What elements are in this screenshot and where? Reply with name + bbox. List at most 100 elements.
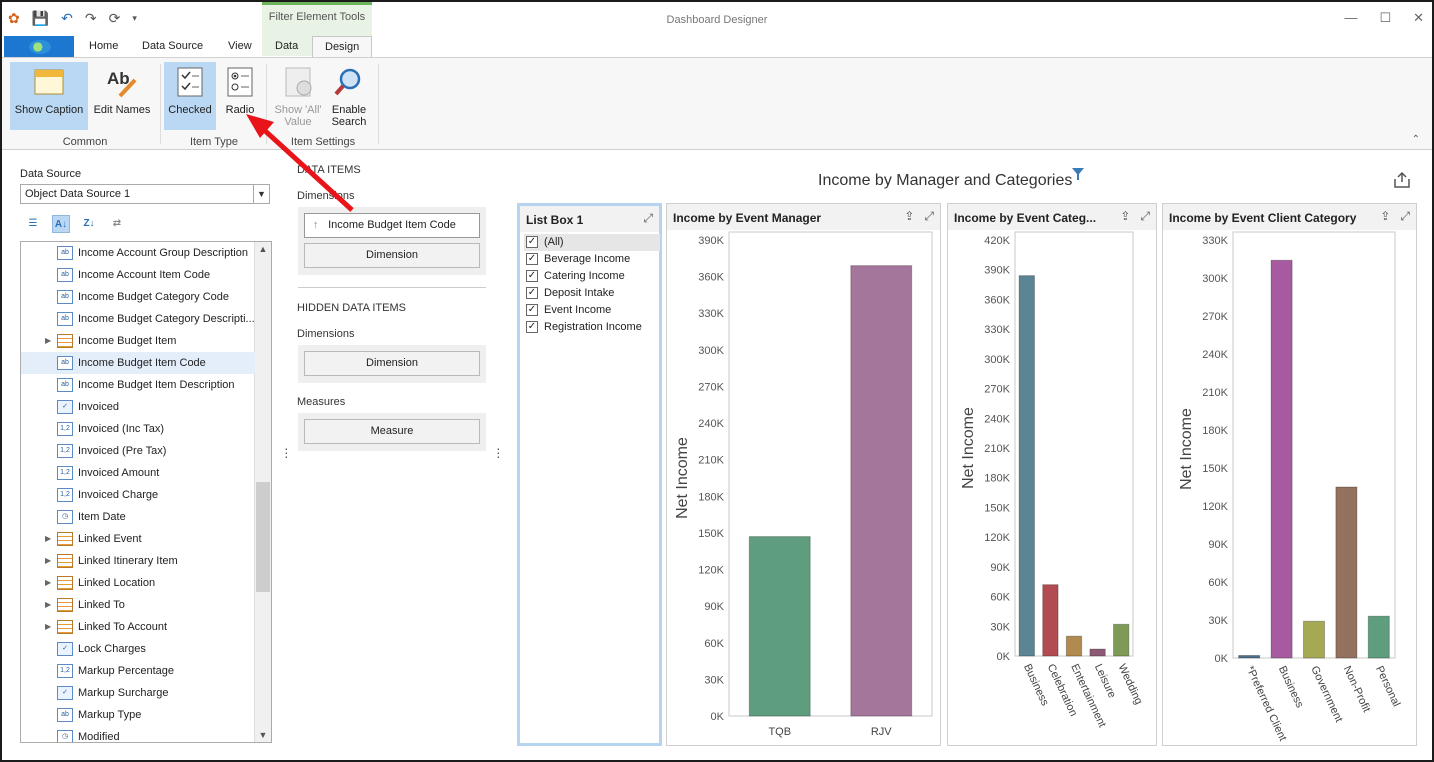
dimension-placeholder[interactable]: Dimension bbox=[304, 243, 480, 268]
scroll-down-icon[interactable]: ▼ bbox=[258, 730, 268, 740]
maximize-item-icon[interactable]: ⤢ bbox=[1400, 209, 1410, 223]
undo-icon[interactable]: ↶ bbox=[61, 10, 73, 26]
enable-search-button[interactable]: Enable Search bbox=[326, 62, 372, 130]
refresh-fields-icon[interactable]: ⇄ bbox=[112, 218, 122, 229]
scrollbar-thumb[interactable] bbox=[256, 482, 270, 592]
checkbox[interactable]: ✓ bbox=[526, 253, 538, 265]
checkbox[interactable]: ✓ bbox=[526, 270, 538, 282]
chevron-down-icon[interactable]: ▼ bbox=[253, 185, 269, 203]
field-list-item[interactable]: ab Markup Type bbox=[21, 704, 255, 726]
group-by-type-icon[interactable]: ☰ bbox=[28, 218, 38, 229]
field-list-item[interactable]: ab Income Budget Category Code bbox=[21, 286, 255, 308]
minimize-icon[interactable]: — bbox=[1344, 10, 1358, 25]
tab-view[interactable]: View bbox=[228, 40, 252, 52]
tab-design[interactable]: Design bbox=[312, 36, 373, 59]
field-list-item[interactable]: ✓ Lock Charges bbox=[21, 638, 255, 660]
field-list-item[interactable]: ab Income Budget Item Code bbox=[21, 352, 255, 374]
check-field-icon: ✓ bbox=[57, 400, 73, 414]
export-icon[interactable] bbox=[1394, 172, 1410, 188]
tab-data-source[interactable]: Data Source bbox=[142, 40, 204, 52]
show-all-value-button[interactable]: Show 'All' Value bbox=[274, 62, 322, 130]
field-list-item[interactable]: ▶ Linked Event bbox=[21, 528, 255, 550]
panel-splitter[interactable]: · · · bbox=[284, 440, 289, 464]
bar-chart: 0K 30K 60K 90K 120K 150K 180K 210K 240K 270K 300K 3… bbox=[1178, 231, 1402, 743]
hidden-dimension-placeholder[interactable]: Dimension bbox=[304, 351, 480, 376]
export-item-icon[interactable]: ⇪ bbox=[1120, 209, 1131, 223]
field-list-item[interactable]: 1,2 Invoiced Amount bbox=[21, 462, 255, 484]
checkbox[interactable]: ✓ bbox=[526, 321, 538, 333]
export-item-icon[interactable]: ⇪ bbox=[1380, 209, 1391, 223]
field-list-item[interactable]: ab Income Budget Category Descripti... bbox=[21, 308, 255, 330]
checkbox[interactable]: ✓ bbox=[526, 304, 538, 316]
panel-splitter[interactable]: · · · bbox=[496, 440, 501, 464]
field-list-item[interactable]: ✓ Invoiced bbox=[21, 396, 255, 418]
field-list-item[interactable]: 1,2 Invoiced (Inc Tax) bbox=[21, 418, 255, 440]
expand-icon[interactable]: ▶ bbox=[45, 578, 52, 587]
field-list-item[interactable]: ▶ Linked To Account bbox=[21, 616, 255, 638]
field-list-scrollbar[interactable]: ▲ ▼ bbox=[254, 242, 271, 742]
field-list-item[interactable]: ✓ Markup Surcharge bbox=[21, 682, 255, 704]
filter-icon[interactable] bbox=[1072, 168, 1084, 180]
maximize-item-icon[interactable]: ⤢ bbox=[643, 211, 653, 225]
field-list-item[interactable]: ▶ Income Budget Item bbox=[21, 330, 255, 352]
save-icon[interactable]: 💾 bbox=[31, 10, 50, 26]
field-list-item[interactable]: 1,2 Invoiced (Pre Tax) bbox=[21, 440, 255, 462]
list-box-option[interactable]: ✓ (All) bbox=[524, 234, 660, 251]
show-caption-button[interactable]: Show Caption bbox=[10, 62, 88, 130]
list-box-option[interactable]: ✓ Beverage Income bbox=[524, 251, 660, 268]
field-list-item[interactable]: ab Income Account Item Code bbox=[21, 264, 255, 286]
expand-icon[interactable]: ▶ bbox=[45, 336, 52, 345]
y-tick-label: 270K bbox=[698, 381, 724, 393]
field-list-item[interactable]: 1,2 Markup Percentage bbox=[21, 660, 255, 682]
expand-icon[interactable]: ▶ bbox=[45, 534, 52, 543]
y-tick-label: 270K bbox=[1202, 311, 1228, 323]
list-box-option[interactable]: ✓ Registration Income bbox=[524, 319, 660, 336]
expand-icon[interactable]: ▶ bbox=[45, 556, 52, 565]
maximize-item-icon[interactable]: ⤢ bbox=[924, 209, 934, 223]
file-tab[interactable] bbox=[4, 36, 74, 58]
close-icon[interactable]: ✕ bbox=[1413, 10, 1424, 25]
field-list-item[interactable]: ▶ Linked Itinerary Item bbox=[21, 550, 255, 572]
checked-button[interactable]: Checked bbox=[164, 62, 216, 130]
field-list-item[interactable]: ab Income Budget Item Description bbox=[21, 374, 255, 396]
list-box-option[interactable]: ✓ Event Income bbox=[524, 302, 660, 319]
field-list-item[interactable]: ◷ Item Date bbox=[21, 506, 255, 528]
expand-icon[interactable]: ▶ bbox=[45, 600, 52, 609]
sort-ascending-icon[interactable]: A↓ bbox=[52, 215, 70, 233]
date-field-icon: ◷ bbox=[57, 510, 73, 524]
expand-icon[interactable]: ▶ bbox=[45, 622, 52, 631]
data-source-select[interactable]: Object Data Source 1 ▼ bbox=[20, 184, 270, 204]
radio-button[interactable]: Radio bbox=[218, 62, 262, 130]
checkbox[interactable]: ✓ bbox=[526, 287, 538, 299]
checkbox[interactable]: ✓ bbox=[526, 236, 538, 248]
dimension-item[interactable]: ↑ Income Budget Item Code bbox=[304, 213, 480, 238]
tab-data[interactable]: Data bbox=[275, 40, 299, 52]
y-tick-label: 330K bbox=[984, 324, 1010, 336]
list-box-option[interactable]: ✓ Catering Income bbox=[524, 268, 660, 285]
field-list-item[interactable]: ▶ Linked To bbox=[21, 594, 255, 616]
tab-home[interactable]: Home bbox=[89, 40, 119, 52]
y-tick-label: 300K bbox=[984, 354, 1010, 366]
list-box-item[interactable]: List Box 1 ⤢ ✓ (All) ✓ Beverage Income ✓ Cate… bbox=[517, 203, 662, 746]
sort-arrow-icon[interactable]: ↑ bbox=[313, 219, 319, 231]
export-item-icon[interactable]: ⇪ bbox=[904, 209, 915, 223]
measure-placeholder[interactable]: Measure bbox=[304, 419, 480, 444]
list-box-option[interactable]: ✓ Deposit Intake bbox=[524, 285, 660, 302]
redo-icon[interactable]: ↷ bbox=[84, 10, 97, 26]
collapse-ribbon-icon[interactable]: ⌃ bbox=[1411, 134, 1420, 145]
field-label: Invoiced bbox=[78, 401, 119, 413]
maximize-icon[interactable]: ☐ bbox=[1379, 10, 1392, 25]
field-list-item[interactable]: 1,2 Invoiced Charge bbox=[21, 484, 255, 506]
ab-field-icon: ab bbox=[57, 246, 73, 260]
field-list-item[interactable]: ab Income Account Group Description bbox=[21, 242, 255, 264]
sort-descending-icon[interactable]: Z↓ bbox=[83, 218, 95, 229]
customize-qat-icon[interactable]: ▾ bbox=[132, 13, 137, 23]
refresh-icon[interactable]: ⟳ bbox=[108, 10, 121, 26]
field-list-item[interactable]: ◷ Modified bbox=[21, 726, 255, 742]
edit-names-button[interactable]: Ab Edit Names bbox=[90, 62, 154, 130]
hidden-data-items-header: HIDDEN DATA ITEMS bbox=[297, 302, 406, 314]
maximize-item-icon[interactable]: ⤢ bbox=[1140, 209, 1150, 223]
scroll-up-icon[interactable]: ▲ bbox=[258, 244, 268, 254]
bar bbox=[748, 536, 811, 717]
field-list-item[interactable]: ▶ Linked Location bbox=[21, 572, 255, 594]
